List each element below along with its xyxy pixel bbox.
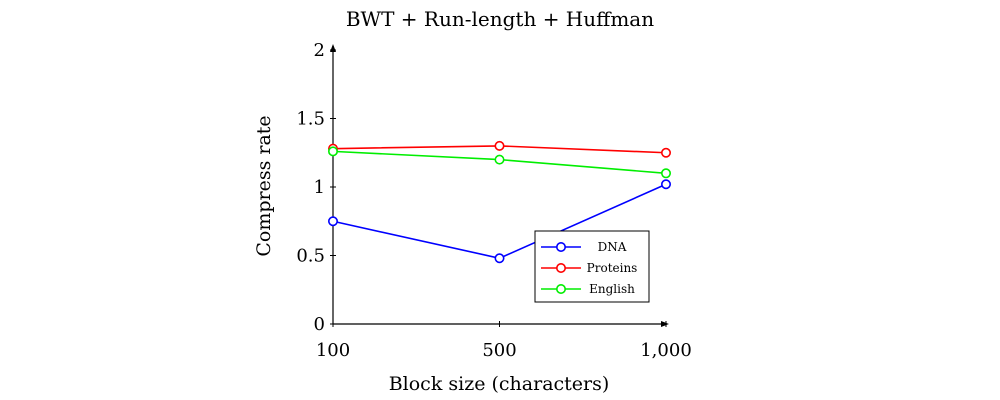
data-point-dna — [327, 216, 338, 227]
legend-label-english: English — [589, 282, 635, 296]
legend-swatch-marker-proteins — [555, 262, 566, 273]
legend-swatch-marker-english — [555, 283, 566, 294]
x-tick-label: 500 — [482, 340, 516, 361]
y-axis-label: Compress rate — [253, 115, 275, 256]
x-axis-label: Block size (characters) — [389, 373, 610, 395]
y-axis-arrow — [330, 44, 336, 52]
y-tick-label: 2 — [314, 40, 325, 61]
chart-title: BWT + Run-length + Huffman — [346, 7, 654, 31]
legend: DNA Proteins English — [534, 230, 650, 303]
y-tick-label: 1.5 — [296, 109, 325, 130]
series-layer — [327, 140, 671, 264]
data-point-english — [327, 146, 338, 157]
legend-label-dna: DNA — [598, 240, 627, 254]
data-point-english — [660, 168, 671, 179]
x-ticks: 100 500 1,000 — [316, 321, 692, 361]
legend-box — [534, 230, 650, 303]
data-point-dna — [494, 253, 505, 264]
data-point-dna — [660, 179, 671, 190]
legend-swatch-marker-dna — [555, 242, 566, 253]
data-point-english — [494, 154, 505, 165]
data-point-proteins — [660, 147, 671, 158]
series-dna — [327, 179, 671, 264]
y-tick-label: 0 — [314, 314, 325, 335]
data-point-proteins — [494, 140, 505, 151]
legend-label-proteins: Proteins — [587, 261, 638, 275]
x-axis-arrow — [661, 321, 669, 327]
y-tick-label: 0.5 — [296, 246, 325, 267]
y-tick-label: 1 — [314, 177, 325, 198]
x-tick-label: 1,000 — [640, 340, 692, 361]
series-english — [327, 146, 671, 179]
x-tick-label: 100 — [316, 340, 350, 361]
y-ticks: 0 0.5 1 1.5 2 — [296, 40, 336, 335]
